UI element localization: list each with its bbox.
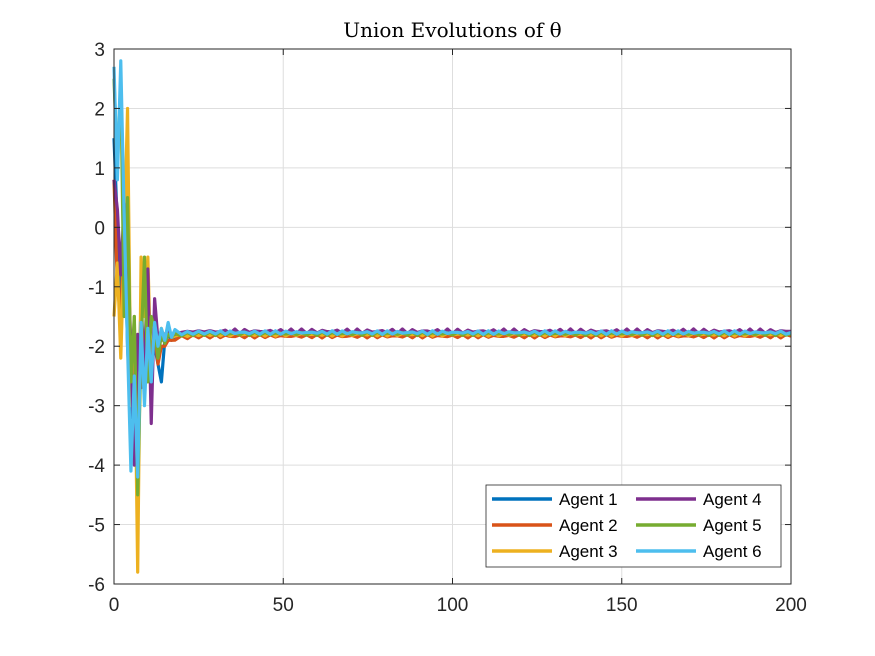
y-tick-label: 1	[94, 159, 105, 180]
chart-title: Union Evolutions of θ	[343, 18, 561, 42]
y-tick-label: -3	[88, 397, 105, 418]
y-tick-label: -2	[88, 337, 105, 358]
y-tick-label: -6	[88, 575, 105, 596]
x-tick-label: 150	[606, 595, 638, 616]
legend: Agent 1 Agent 2 Agent 3 Agent 4 Agent 5 Agent…	[485, 484, 782, 568]
x-tick-label: 0	[109, 595, 120, 616]
legend-label-agent-1: Agent 1	[559, 490, 618, 509]
y-tick-label: -4	[88, 456, 105, 477]
y-tick-label: -1	[88, 278, 105, 299]
legend-label-agent-3: Agent 3	[559, 542, 618, 561]
series-line-agent-4	[112, 179, 792, 467]
x-tick-label: 100	[437, 595, 469, 616]
y-tick-label: 0	[94, 218, 105, 239]
legend-label-agent-6: Agent 6	[703, 542, 762, 561]
legend-label-agent-5: Agent 5	[703, 516, 762, 535]
x-tick-label: 50	[273, 595, 294, 616]
series-lines	[112, 59, 792, 574]
legend-label-agent-2: Agent 2	[559, 516, 618, 535]
legend-label-agent-4: Agent 4	[703, 490, 762, 509]
y-tick-label: 3	[94, 40, 105, 61]
series-line-agent-6	[112, 59, 792, 479]
x-tick-label: 200	[775, 595, 807, 616]
y-tick-label: 2	[94, 99, 105, 120]
axis-ticks: 0 50 100 150 200 3 2 1 0 -1 -2 -3 -4 -5 -6	[88, 40, 807, 616]
y-tick-label: -5	[88, 516, 105, 537]
